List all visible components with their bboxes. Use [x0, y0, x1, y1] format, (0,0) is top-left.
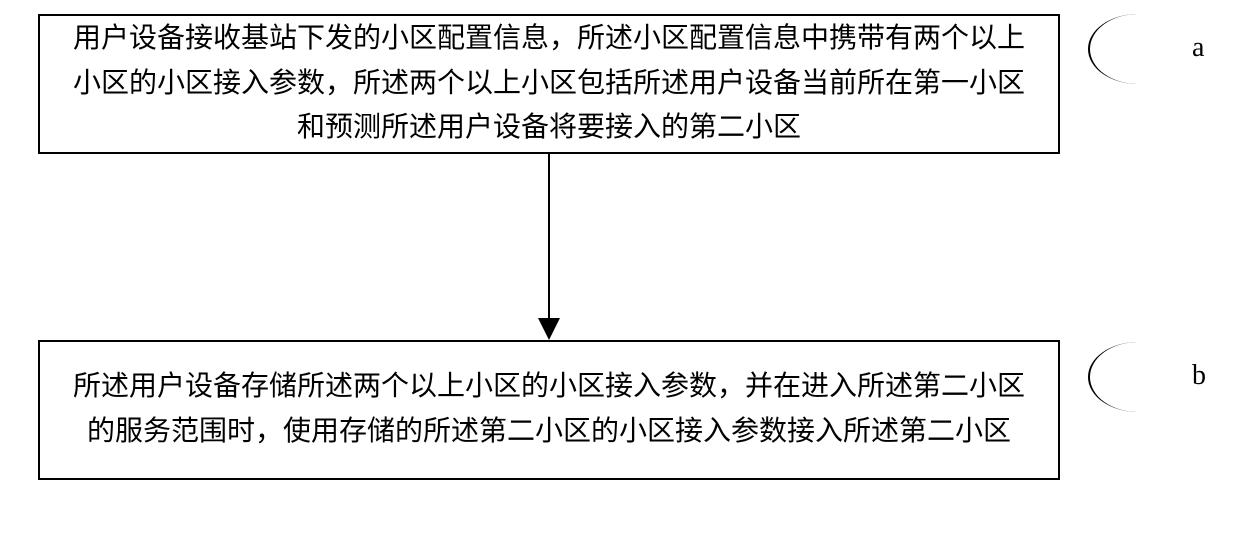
flow-arrow-a-to-b	[0, 0, 1240, 542]
